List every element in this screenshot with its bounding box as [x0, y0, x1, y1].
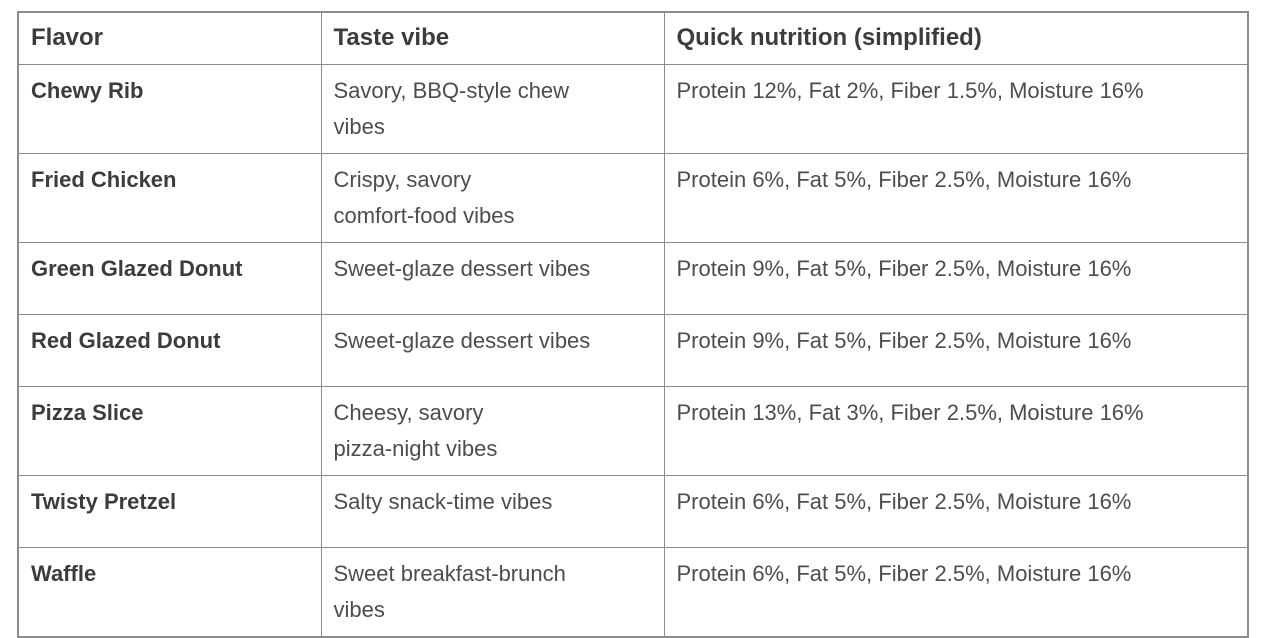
cell-taste-vibe: Savory, BBQ-style chew vibes	[320, 63, 665, 154]
cell-taste-vibe: Cheesy, savory pizza-night vibes	[320, 385, 665, 476]
cell-nutrition: Protein 6%, Fat 5%, Fiber 2.5%, Moisture…	[663, 474, 1249, 548]
flavor-nutrition-table: Flavor Taste vibe Quick nutrition (simpl…	[17, 11, 1249, 638]
column-header-flavor: Flavor	[17, 11, 322, 65]
cell-taste-vibe: Sweet-glaze dessert vibes	[320, 313, 665, 387]
cell-flavor: Twisty Pretzel	[17, 474, 322, 548]
cell-taste-vibe: Sweet breakfast-brunch vibes	[320, 546, 665, 637]
cell-nutrition: Protein 9%, Fat 5%, Fiber 2.5%, Moisture…	[663, 313, 1249, 387]
cell-flavor: Chewy Rib	[17, 63, 322, 154]
cell-flavor: Fried Chicken	[17, 152, 322, 243]
cell-nutrition: Protein 6%, Fat 5%, Fiber 2.5%, Moisture…	[663, 546, 1249, 637]
cell-taste-vibe: Salty snack-time vibes	[320, 474, 665, 548]
table-row: Chewy Rib Savory, BBQ-style chew vibes P…	[17, 63, 1249, 154]
cell-nutrition: Protein 9%, Fat 5%, Fiber 2.5%, Moisture…	[663, 241, 1249, 315]
cell-flavor: Green Glazed Donut	[17, 241, 322, 315]
cell-nutrition: Protein 6%, Fat 5%, Fiber 2.5%, Moisture…	[663, 152, 1249, 243]
column-header-quick-nutrition: Quick nutrition (simplified)	[663, 11, 1249, 65]
cell-nutrition: Protein 13%, Fat 3%, Fiber 2.5%, Moistur…	[663, 385, 1249, 476]
table-row: Twisty Pretzel Salty snack-time vibes Pr…	[17, 474, 1249, 548]
cell-nutrition: Protein 12%, Fat 2%, Fiber 1.5%, Moistur…	[663, 63, 1249, 154]
cell-taste-vibe: Sweet-glaze dessert vibes	[320, 241, 665, 315]
table-row: Waffle Sweet breakfast-brunch vibes Prot…	[17, 546, 1249, 637]
table-row: Red Glazed Donut Sweet-glaze dessert vib…	[17, 313, 1249, 387]
header-row: Flavor Taste vibe Quick nutrition (simpl…	[17, 11, 1249, 65]
cell-flavor: Pizza Slice	[17, 385, 322, 476]
column-header-taste-vibe: Taste vibe	[320, 11, 665, 65]
cell-flavor: Red Glazed Donut	[17, 313, 322, 387]
table-row: Fried Chicken Crispy, savory comfort-foo…	[17, 152, 1249, 243]
cell-flavor: Waffle	[17, 546, 322, 637]
table-row: Green Glazed Donut Sweet-glaze dessert v…	[17, 241, 1249, 315]
cell-taste-vibe: Crispy, savory comfort-food vibes	[320, 152, 665, 243]
table-row: Pizza Slice Cheesy, savory pizza-night v…	[17, 385, 1249, 476]
